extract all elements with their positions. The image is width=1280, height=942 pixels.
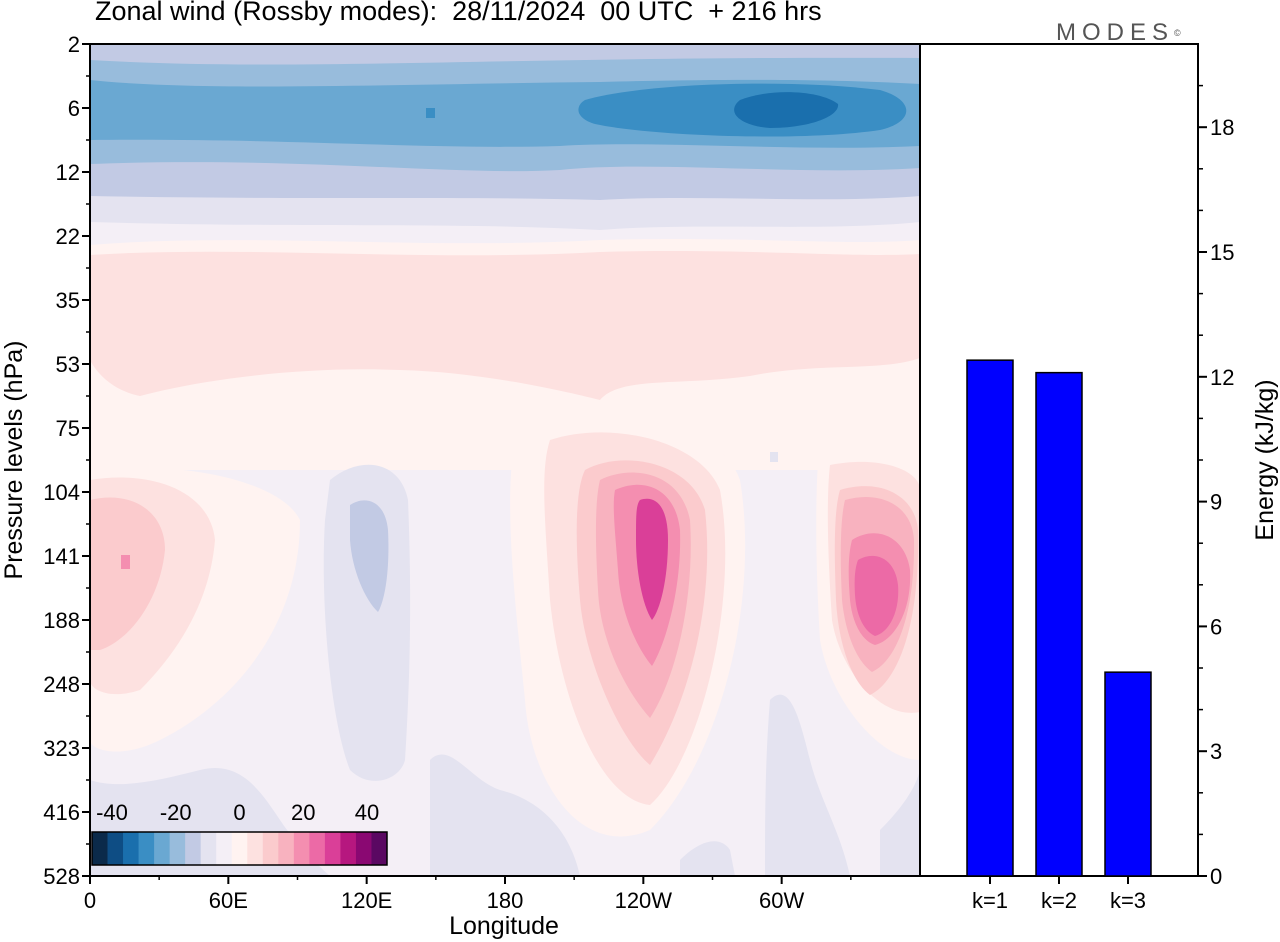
colorbar-swatch <box>200 832 217 865</box>
colorbar-label: 40 <box>355 800 379 825</box>
colorbar-swatch <box>123 832 139 865</box>
colorbar-label: 0 <box>233 800 245 825</box>
y-tick-label: 188 <box>43 608 80 633</box>
y-tick-label: 416 <box>43 800 80 825</box>
colorbar-swatch <box>138 832 155 865</box>
energy-axis-title: Energy (kJ/kg) <box>1251 379 1279 540</box>
y-tick-label: 2 <box>68 32 80 57</box>
colorbar-swatch <box>371 832 388 865</box>
energy-tick-label: 6 <box>1210 614 1222 639</box>
bar-category-label: k=2 <box>1041 888 1077 913</box>
x-tick-label: 120E <box>341 888 392 913</box>
energy-bar <box>1035 371 1083 877</box>
colorbar-swatch <box>185 832 202 865</box>
x-tick-label: 60E <box>209 888 248 913</box>
x-tick-label: 60W <box>759 888 804 913</box>
y-tick-label: 248 <box>43 672 80 697</box>
brand-logo: MODES© <box>1056 18 1181 48</box>
colorbar: -40 -20 0 20 40 <box>91 800 388 866</box>
bar-category-label: k=1 <box>972 888 1008 913</box>
energy-tick-label: 18 <box>1210 115 1234 140</box>
y-tick-label: 75 <box>56 416 80 441</box>
colorbar-swatch <box>107 832 124 865</box>
y-tick-label: 12 <box>56 160 80 185</box>
colorbar-swatch <box>92 832 108 865</box>
colorbar-swatch <box>231 832 248 865</box>
colorbar-frame <box>91 831 388 866</box>
energy-tick-label: 0 <box>1210 864 1222 889</box>
colorbar-swatch <box>340 832 357 865</box>
colorbar-swatch <box>293 832 310 865</box>
colorbar-swatch <box>169 832 186 865</box>
colorbar-swatch <box>216 832 233 865</box>
y-tick-label: 323 <box>43 736 80 761</box>
energy-tick-label: 3 <box>1210 739 1222 764</box>
contour-field <box>90 44 920 876</box>
energy-tick-label: 15 <box>1210 240 1234 265</box>
y-tick-label: 104 <box>43 480 80 505</box>
energy-bar <box>1104 671 1152 877</box>
colorbar-label: -40 <box>96 800 128 825</box>
energy-tick-label: 12 <box>1210 365 1234 390</box>
x-tick-label: 120W <box>615 888 673 913</box>
y-tick-label: 6 <box>68 96 80 121</box>
colorbar-swatch <box>278 832 295 865</box>
x-tick-label: 180 <box>487 888 524 913</box>
copyright-mark: © <box>1174 28 1181 38</box>
colorbar-swatch <box>355 832 372 865</box>
colorbar-swatch <box>154 832 171 865</box>
bar-category-label: k=3 <box>1110 888 1146 913</box>
y-tick-label: 22 <box>56 224 80 249</box>
colorbar-label: -20 <box>160 800 192 825</box>
x-axis-title: Longitude <box>449 912 559 940</box>
y-tick-label: 141 <box>43 544 80 569</box>
y-axis-title: Pressure levels (hPa) <box>0 341 28 580</box>
energy-tick-label: 9 <box>1210 490 1222 515</box>
colorbar-swatch <box>247 832 264 865</box>
colorbar-label: 20 <box>291 800 315 825</box>
brand-name: MODES <box>1056 19 1175 46</box>
y-tick-label: 528 <box>43 864 80 889</box>
colorbar-swatch <box>309 832 326 865</box>
y-tick-label: 53 <box>56 352 80 377</box>
x-tick-label: 0 <box>84 888 96 913</box>
colorbar-swatch <box>262 832 279 865</box>
energy-bar-chart: 0 3 6 9 12 15 18 k=1 k=2 k=3 <box>966 84 1234 913</box>
energy-bar <box>966 359 1014 877</box>
colorbar-swatch <box>324 832 341 865</box>
y-tick-label: 35 <box>56 288 80 313</box>
chart-title: Zonal wind (Rossby modes): 28/11/2024 00… <box>95 0 822 26</box>
